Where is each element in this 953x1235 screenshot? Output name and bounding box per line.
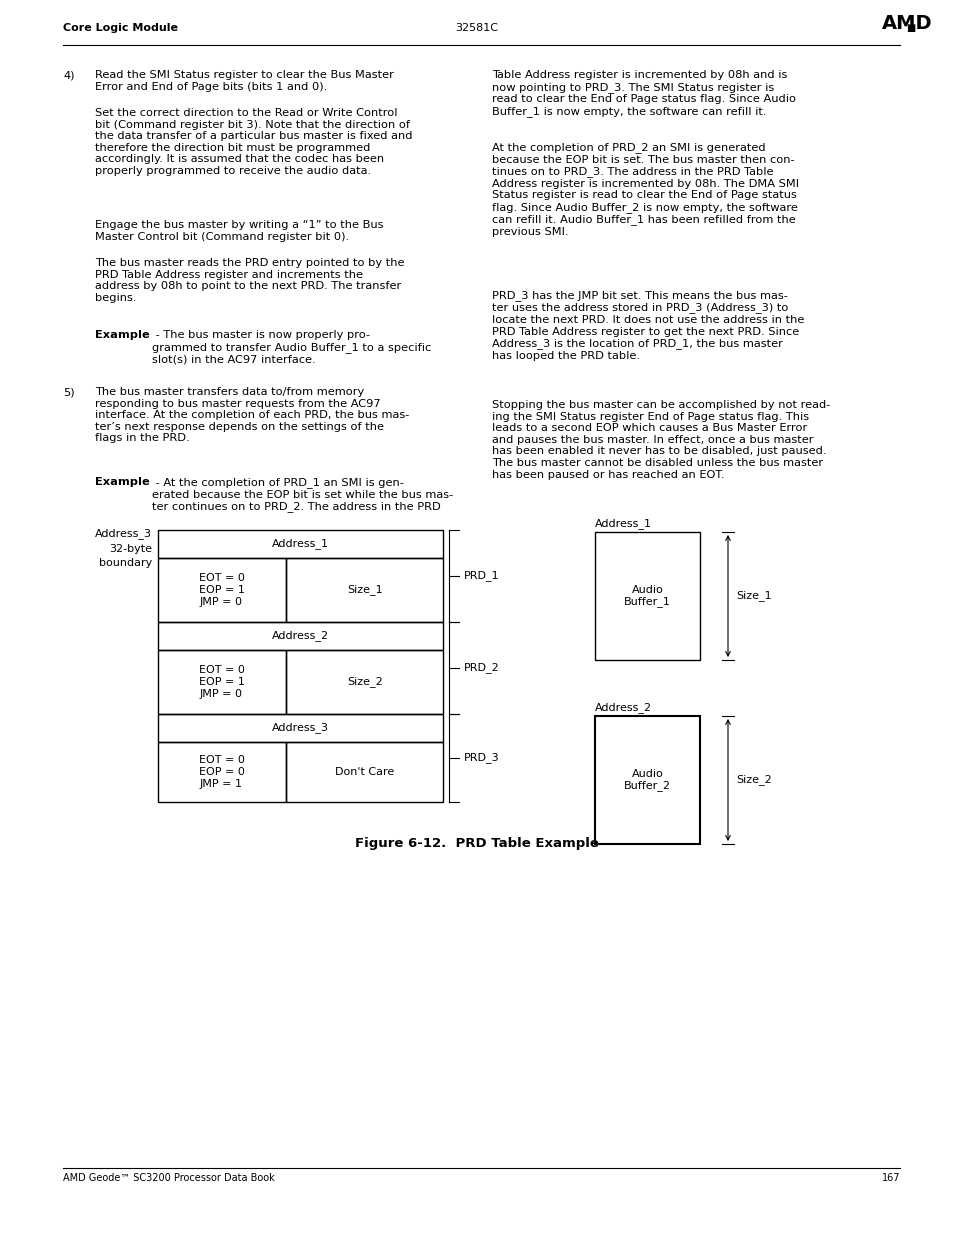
Bar (158, 650, 286, 714)
Text: 4): 4) (63, 70, 74, 80)
Text: Set the correct direction to the Read or Write Control
bit (Command register bit: Set the correct direction to the Read or… (95, 107, 412, 177)
Text: - At the completion of PRD_1 an SMI is gen-
erated because the EOP bit is set wh: - At the completion of PRD_1 an SMI is g… (152, 477, 453, 513)
Text: 167: 167 (881, 1173, 899, 1183)
Bar (286, 742, 442, 802)
Bar (158, 622, 442, 650)
Bar (595, 716, 700, 844)
Text: PRD_1: PRD_1 (463, 571, 499, 582)
Text: Audio
Buffer_2: Audio Buffer_2 (623, 768, 670, 792)
Text: Address_1: Address_1 (272, 538, 329, 550)
Bar (286, 650, 442, 714)
Bar (158, 742, 286, 802)
Text: PRD_3: PRD_3 (463, 752, 499, 763)
Text: Example: Example (95, 330, 150, 340)
Text: The bus master transfers data to/from memory
responding to bus master requests f: The bus master transfers data to/from me… (95, 387, 409, 443)
Text: Engage the bus master by writing a “1” to the Bus
Master Control bit (Command re: Engage the bus master by writing a “1” t… (95, 220, 383, 242)
Text: 32581C: 32581C (455, 23, 498, 33)
Text: Address_1: Address_1 (595, 519, 651, 529)
Bar (286, 558, 442, 622)
Text: 5): 5) (63, 387, 74, 396)
Text: EOT = 0
EOP = 1
JMP = 0: EOT = 0 EOP = 1 JMP = 0 (199, 573, 245, 606)
Text: Size_1: Size_1 (347, 584, 382, 595)
Text: Stopping the bus master can be accomplished by not read-
ing the SMI Status regi: Stopping the bus master can be accomplis… (492, 400, 829, 479)
Text: Example: Example (95, 477, 150, 487)
Bar (158, 558, 286, 622)
Text: Table Address register is incremented by 08h and is
now pointing to PRD_3. The S: Table Address register is incremented by… (492, 70, 795, 116)
Text: The bus master reads the PRD entry pointed to by the
PRD Table Address register : The bus master reads the PRD entry point… (95, 258, 404, 303)
Text: Figure 6-12.  PRD Table Example: Figure 6-12. PRD Table Example (355, 837, 598, 850)
Text: Don't Care: Don't Care (335, 767, 394, 777)
Text: Size_2: Size_2 (346, 677, 382, 688)
Text: Address_2: Address_2 (272, 631, 329, 641)
Bar (158, 530, 442, 558)
Text: EOT = 0
EOP = 0
JMP = 1: EOT = 0 EOP = 0 JMP = 1 (199, 756, 245, 789)
Text: Address_3: Address_3 (95, 529, 152, 538)
Text: PRD_2: PRD_2 (463, 662, 499, 673)
Text: AMD Geode™ SC3200 Processor Data Book: AMD Geode™ SC3200 Processor Data Book (63, 1173, 274, 1183)
Text: ■: ■ (905, 23, 914, 33)
Text: Size_2: Size_2 (735, 774, 771, 785)
Text: Read the SMI Status register to clear the Bus Master
Error and End of Page bits : Read the SMI Status register to clear th… (95, 70, 394, 91)
Bar (158, 714, 442, 742)
Text: At the completion of PRD_2 an SMI is generated
because the EOP bit is set. The b: At the completion of PRD_2 an SMI is gen… (492, 142, 799, 237)
Text: PRD_3 has the JMP bit set. This means the bus mas-
ter uses the address stored i: PRD_3 has the JMP bit set. This means th… (492, 290, 803, 361)
Bar (595, 532, 700, 659)
Text: Size_1: Size_1 (735, 590, 771, 601)
Text: EOT = 0
EOP = 1
JMP = 0: EOT = 0 EOP = 1 JMP = 0 (199, 666, 245, 699)
Text: Audio
Buffer_1: Audio Buffer_1 (623, 584, 670, 608)
Text: AMD: AMD (882, 14, 932, 33)
Text: - The bus master is now properly pro-
grammed to transfer Audio Buffer_1 to a sp: - The bus master is now properly pro- gr… (152, 330, 431, 364)
Text: boundary: boundary (99, 558, 152, 568)
Text: Address_3: Address_3 (272, 722, 329, 734)
Text: 32-byte: 32-byte (109, 543, 152, 555)
Text: Core Logic Module: Core Logic Module (63, 23, 178, 33)
Text: Address_2: Address_2 (595, 701, 652, 713)
